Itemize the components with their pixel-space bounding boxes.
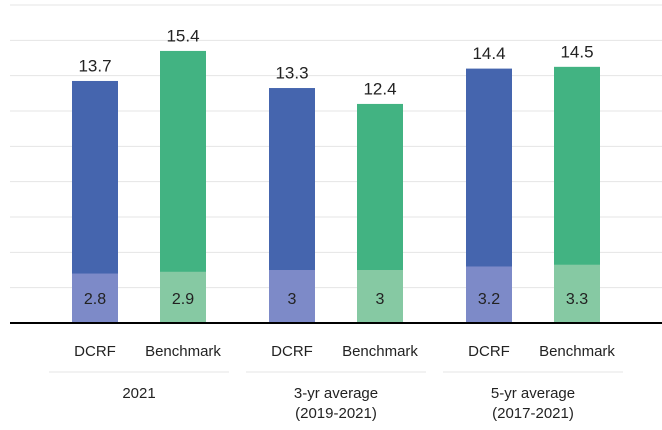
bar [72, 273, 118, 323]
bar [269, 270, 315, 323]
value-label: 3.2 [478, 291, 500, 308]
value-label: 14.5 [560, 42, 593, 61]
value-label: 14.4 [472, 44, 505, 63]
group-label: 5-yr average [491, 385, 575, 402]
value-label: 3 [376, 291, 385, 308]
value-label: 13.7 [78, 56, 111, 75]
value-label: 2.8 [84, 291, 106, 308]
group-label: 3-yr average [294, 385, 378, 402]
x-tick-label: Benchmark [145, 343, 221, 360]
group-label: (2019-2021) [295, 405, 377, 422]
bar [357, 270, 403, 323]
x-tick-label: DCRF [271, 343, 313, 360]
value-label: 13.3 [275, 64, 308, 83]
value-label: 12.4 [363, 79, 396, 98]
bar [466, 266, 512, 323]
value-label: 2.9 [172, 291, 194, 308]
bar [554, 264, 600, 323]
value-label: 3.3 [566, 291, 588, 308]
group-label: (2017-2021) [492, 405, 574, 422]
value-label: 15.4 [166, 26, 199, 45]
value-label: 3 [288, 291, 297, 308]
x-tick-label: DCRF [468, 343, 510, 360]
x-tick-label: Benchmark [342, 343, 418, 360]
x-tick-label: Benchmark [539, 343, 615, 360]
x-tick-label: DCRF [74, 343, 116, 360]
group-label: 2021 [122, 385, 155, 402]
bar [160, 271, 206, 323]
